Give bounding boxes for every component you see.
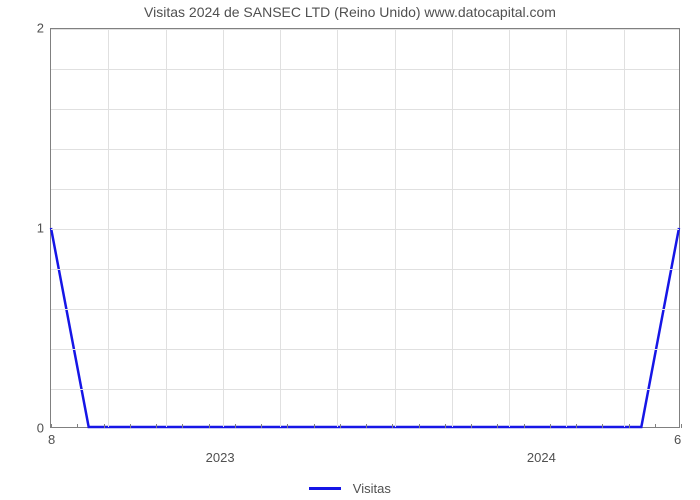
x-minor-tick (182, 424, 183, 428)
x-minor-tick (445, 424, 446, 428)
gridline-v (509, 29, 510, 427)
chart-container: Visitas 2024 de SANSEC LTD (Reino Unido)… (0, 0, 700, 500)
chart-title: Visitas 2024 de SANSEC LTD (Reino Unido)… (0, 4, 700, 20)
legend: Visitas (0, 480, 700, 496)
gridline-v (223, 29, 224, 427)
line-series (51, 29, 679, 427)
gridline-v (108, 29, 109, 427)
x-minor-tick (629, 424, 630, 428)
x-minor-tick (497, 424, 498, 428)
x-minor-tick (681, 424, 682, 428)
gridline-h-minor (51, 69, 679, 70)
x-minor-tick (602, 424, 603, 428)
ytick-label: 0 (30, 421, 44, 436)
x-minor-tick (209, 424, 210, 428)
gridline-v (452, 29, 453, 427)
x-corner-right: 6 (674, 432, 681, 447)
gridline-v (624, 29, 625, 427)
ytick-label: 1 (30, 221, 44, 236)
x-minor-tick (130, 424, 131, 428)
x-minor-tick (314, 424, 315, 428)
gridline-h (51, 29, 679, 30)
x-axis-label: 2024 (527, 450, 556, 465)
x-minor-tick (419, 424, 420, 428)
x-minor-tick (104, 424, 105, 428)
gridline-h-minor (51, 189, 679, 190)
x-corner-left: 8 (48, 432, 55, 447)
x-minor-tick (77, 424, 78, 428)
x-minor-tick (340, 424, 341, 428)
gridline-h (51, 229, 679, 230)
x-minor-tick (550, 424, 551, 428)
x-minor-tick (51, 424, 52, 428)
x-minor-tick (576, 424, 577, 428)
gridline-v (280, 29, 281, 427)
x-minor-tick (261, 424, 262, 428)
x-minor-tick (471, 424, 472, 428)
gridline-v (337, 29, 338, 427)
gridline-v (395, 29, 396, 427)
x-minor-tick (655, 424, 656, 428)
gridline-h-minor (51, 389, 679, 390)
gridline-h-minor (51, 269, 679, 270)
plot-area (50, 28, 680, 428)
gridline-v (166, 29, 167, 427)
gridline-h-minor (51, 149, 679, 150)
x-axis-label: 2023 (206, 450, 235, 465)
ytick-label: 2 (30, 21, 44, 36)
x-minor-tick (156, 424, 157, 428)
x-minor-tick (366, 424, 367, 428)
x-minor-tick (287, 424, 288, 428)
gridline-v (566, 29, 567, 427)
legend-swatch (309, 487, 341, 490)
gridline-h-minor (51, 109, 679, 110)
x-minor-tick (524, 424, 525, 428)
gridline-h-minor (51, 309, 679, 310)
x-minor-tick (392, 424, 393, 428)
gridline-h-minor (51, 349, 679, 350)
legend-label: Visitas (353, 481, 391, 496)
x-minor-tick (235, 424, 236, 428)
